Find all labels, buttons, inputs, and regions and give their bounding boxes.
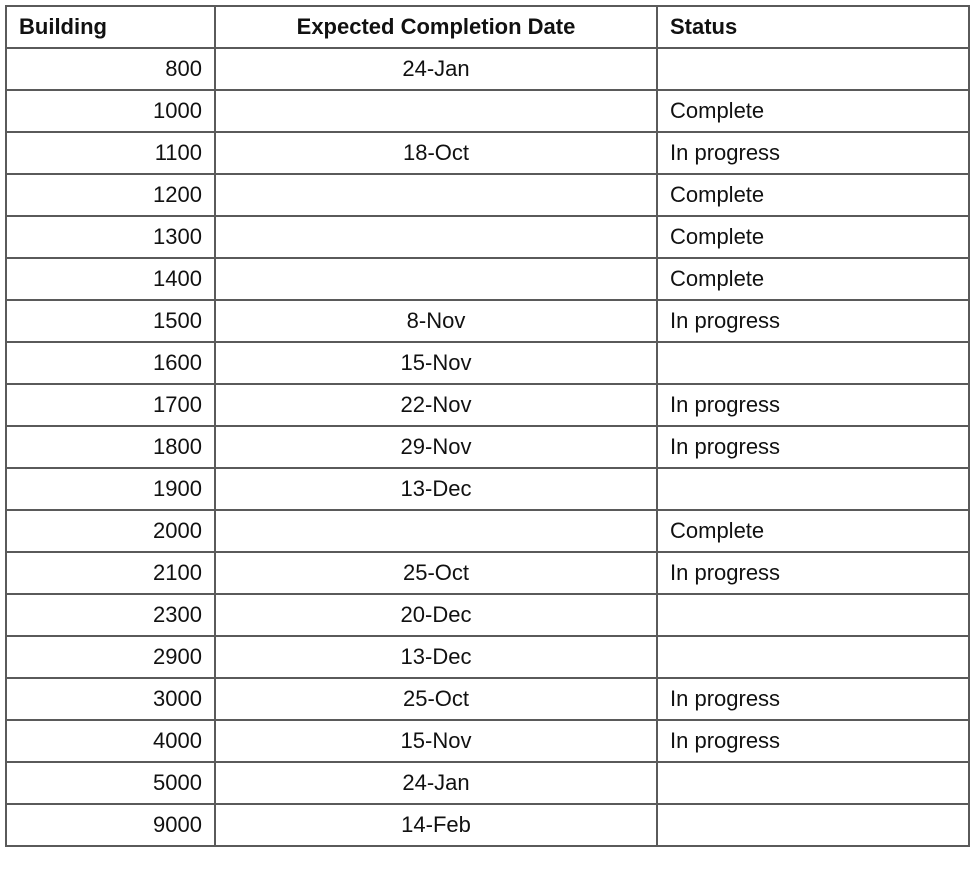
completion-date-cell	[214, 89, 658, 133]
building-cell: 1900	[5, 467, 216, 511]
table-row: 1700 22-Nov In progress	[5, 383, 970, 427]
completion-date-cell	[214, 215, 658, 259]
building-cell: 1400	[5, 257, 216, 301]
table-row: 1400 Complete	[5, 257, 970, 301]
header-status: Status	[656, 5, 970, 49]
completion-date-cell	[214, 257, 658, 301]
table-row: 1100 18-Oct In progress	[5, 131, 970, 175]
table-row: 9000 14-Feb	[5, 803, 970, 847]
status-cell: In progress	[656, 719, 970, 763]
status-cell	[656, 47, 970, 91]
completion-date-cell	[214, 173, 658, 217]
table-body: 800 24-Jan 1000 Complete 1100 18-Oct In progre…	[5, 47, 970, 847]
table-row: 1500 8-Nov In progress	[5, 299, 970, 343]
building-status-table: Building Expected Completion Date Status…	[5, 5, 970, 847]
header-building: Building	[5, 5, 216, 49]
status-cell: In progress	[656, 131, 970, 175]
building-cell: 2900	[5, 635, 216, 679]
status-cell	[656, 635, 970, 679]
table-row: 1200 Complete	[5, 173, 970, 217]
status-cell	[656, 467, 970, 511]
building-cell: 3000	[5, 677, 216, 721]
table-row: 1600 15-Nov	[5, 341, 970, 385]
status-cell: Complete	[656, 215, 970, 259]
status-cell	[656, 341, 970, 385]
table-row: 800 24-Jan	[5, 47, 970, 91]
status-cell: Complete	[656, 257, 970, 301]
completion-date-cell: 29-Nov	[214, 425, 658, 469]
table-row: 1800 29-Nov In progress	[5, 425, 970, 469]
building-cell: 1200	[5, 173, 216, 217]
completion-date-cell: 14-Feb	[214, 803, 658, 847]
table-row: 3000 25-Oct In progress	[5, 677, 970, 721]
building-cell: 1700	[5, 383, 216, 427]
table-row: 1300 Complete	[5, 215, 970, 259]
status-cell: Complete	[656, 173, 970, 217]
building-cell: 2300	[5, 593, 216, 637]
building-cell: 1500	[5, 299, 216, 343]
status-cell: In progress	[656, 425, 970, 469]
table-row: 2100 25-Oct In progress	[5, 551, 970, 595]
completion-date-cell	[214, 509, 658, 553]
building-cell: 9000	[5, 803, 216, 847]
building-cell: 1100	[5, 131, 216, 175]
completion-date-cell: 22-Nov	[214, 383, 658, 427]
status-cell	[656, 803, 970, 847]
status-cell	[656, 761, 970, 805]
building-cell: 1000	[5, 89, 216, 133]
table-row: 4000 15-Nov In progress	[5, 719, 970, 763]
completion-date-cell: 13-Dec	[214, 467, 658, 511]
building-cell: 2000	[5, 509, 216, 553]
table-row: 5000 24-Jan	[5, 761, 970, 805]
building-cell: 1300	[5, 215, 216, 259]
status-cell: Complete	[656, 509, 970, 553]
completion-date-cell: 18-Oct	[214, 131, 658, 175]
building-cell: 1800	[5, 425, 216, 469]
status-cell: In progress	[656, 383, 970, 427]
building-cell: 800	[5, 47, 216, 91]
completion-date-cell: 25-Oct	[214, 677, 658, 721]
completion-date-cell: 25-Oct	[214, 551, 658, 595]
table-row: 1900 13-Dec	[5, 467, 970, 511]
status-cell: In progress	[656, 677, 970, 721]
building-cell: 1600	[5, 341, 216, 385]
header-row: Building Expected Completion Date Status	[5, 5, 970, 49]
header-expected-completion-date: Expected Completion Date	[214, 5, 658, 49]
completion-date-cell: 8-Nov	[214, 299, 658, 343]
completion-date-cell: 15-Nov	[214, 719, 658, 763]
building-cell: 2100	[5, 551, 216, 595]
table-row: 2000 Complete	[5, 509, 970, 553]
completion-date-cell: 15-Nov	[214, 341, 658, 385]
table-row: 1000 Complete	[5, 89, 970, 133]
completion-date-cell: 13-Dec	[214, 635, 658, 679]
table-row: 2300 20-Dec	[5, 593, 970, 637]
completion-date-cell: 20-Dec	[214, 593, 658, 637]
status-cell: Complete	[656, 89, 970, 133]
status-cell: In progress	[656, 551, 970, 595]
completion-date-cell: 24-Jan	[214, 761, 658, 805]
table-row: 2900 13-Dec	[5, 635, 970, 679]
completion-date-cell: 24-Jan	[214, 47, 658, 91]
building-cell: 5000	[5, 761, 216, 805]
status-cell	[656, 593, 970, 637]
status-cell: In progress	[656, 299, 970, 343]
building-cell: 4000	[5, 719, 216, 763]
